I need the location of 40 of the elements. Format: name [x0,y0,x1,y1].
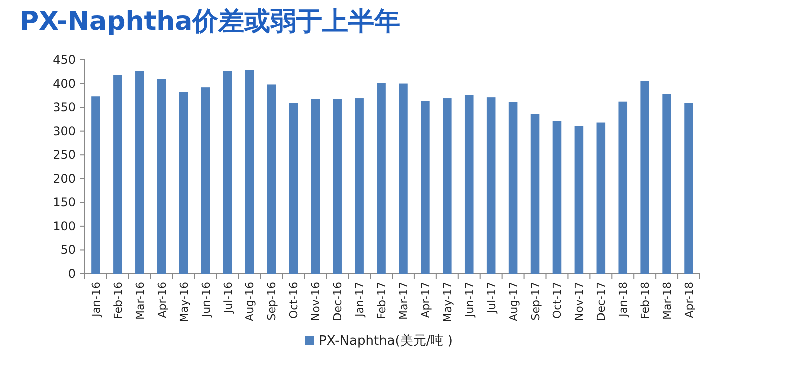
x-tick-label: Sep-16 [266,282,279,321]
x-tick-label: Nov-17 [573,282,586,322]
x-tick-label: Jun-17 [463,282,476,318]
x-tick-label: Jul-16 [222,282,235,314]
y-tick-label: 100 [53,219,76,234]
x-tick-label: Sep-17 [529,282,542,321]
x-tick-label: May-16 [178,282,191,323]
x-tick-label: Jun-16 [200,282,213,318]
x-tick-label: Dec-17 [595,282,608,322]
x-tick-label: Mar-16 [134,282,147,320]
legend-label: PX-Naphtha(美元/吨 ) [319,333,453,349]
x-tick-label: Dec-16 [332,282,345,322]
x-tick-label: Feb-17 [376,282,389,320]
x-tick-label: Feb-18 [639,282,652,320]
y-tick-label: 0 [68,267,76,281]
x-tick-label: Oct-17 [551,282,564,319]
y-tick-label: 350 [53,100,76,115]
x-tick-label: Mar-18 [661,282,674,320]
x-tick-label: Aug-16 [244,282,257,322]
x-tick-label: Jan-16 [90,282,103,318]
x-tick-label: Mar-17 [397,282,410,320]
x-tick-label: Jan-18 [617,282,630,318]
x-tick-label: Aug-17 [507,282,520,322]
y-tick-label: 200 [53,172,76,186]
x-tick-label: Nov-16 [310,282,323,322]
y-tick-label: 450 [53,53,76,67]
x-tick-label: Oct-16 [288,282,301,319]
title: PX-Naphtha价差或弱于上半年 [20,7,401,37]
x-tick-label: Feb-16 [112,282,125,320]
y-tick-label: 300 [53,124,76,138]
y-tick-label: 150 [53,196,76,210]
x-tick-label: Apr-16 [156,282,169,318]
x-tick-label: Apr-17 [419,282,432,318]
x-tick-label: Jul-17 [485,282,498,314]
y-tick-label: 250 [53,148,76,162]
x-tick-label: Jan-17 [354,282,367,318]
y-tick-label: 50 [60,243,76,258]
x-tick-label: Apr-18 [683,282,696,318]
y-tick-label: 400 [53,76,76,91]
x-tick-label: May-17 [441,282,454,323]
